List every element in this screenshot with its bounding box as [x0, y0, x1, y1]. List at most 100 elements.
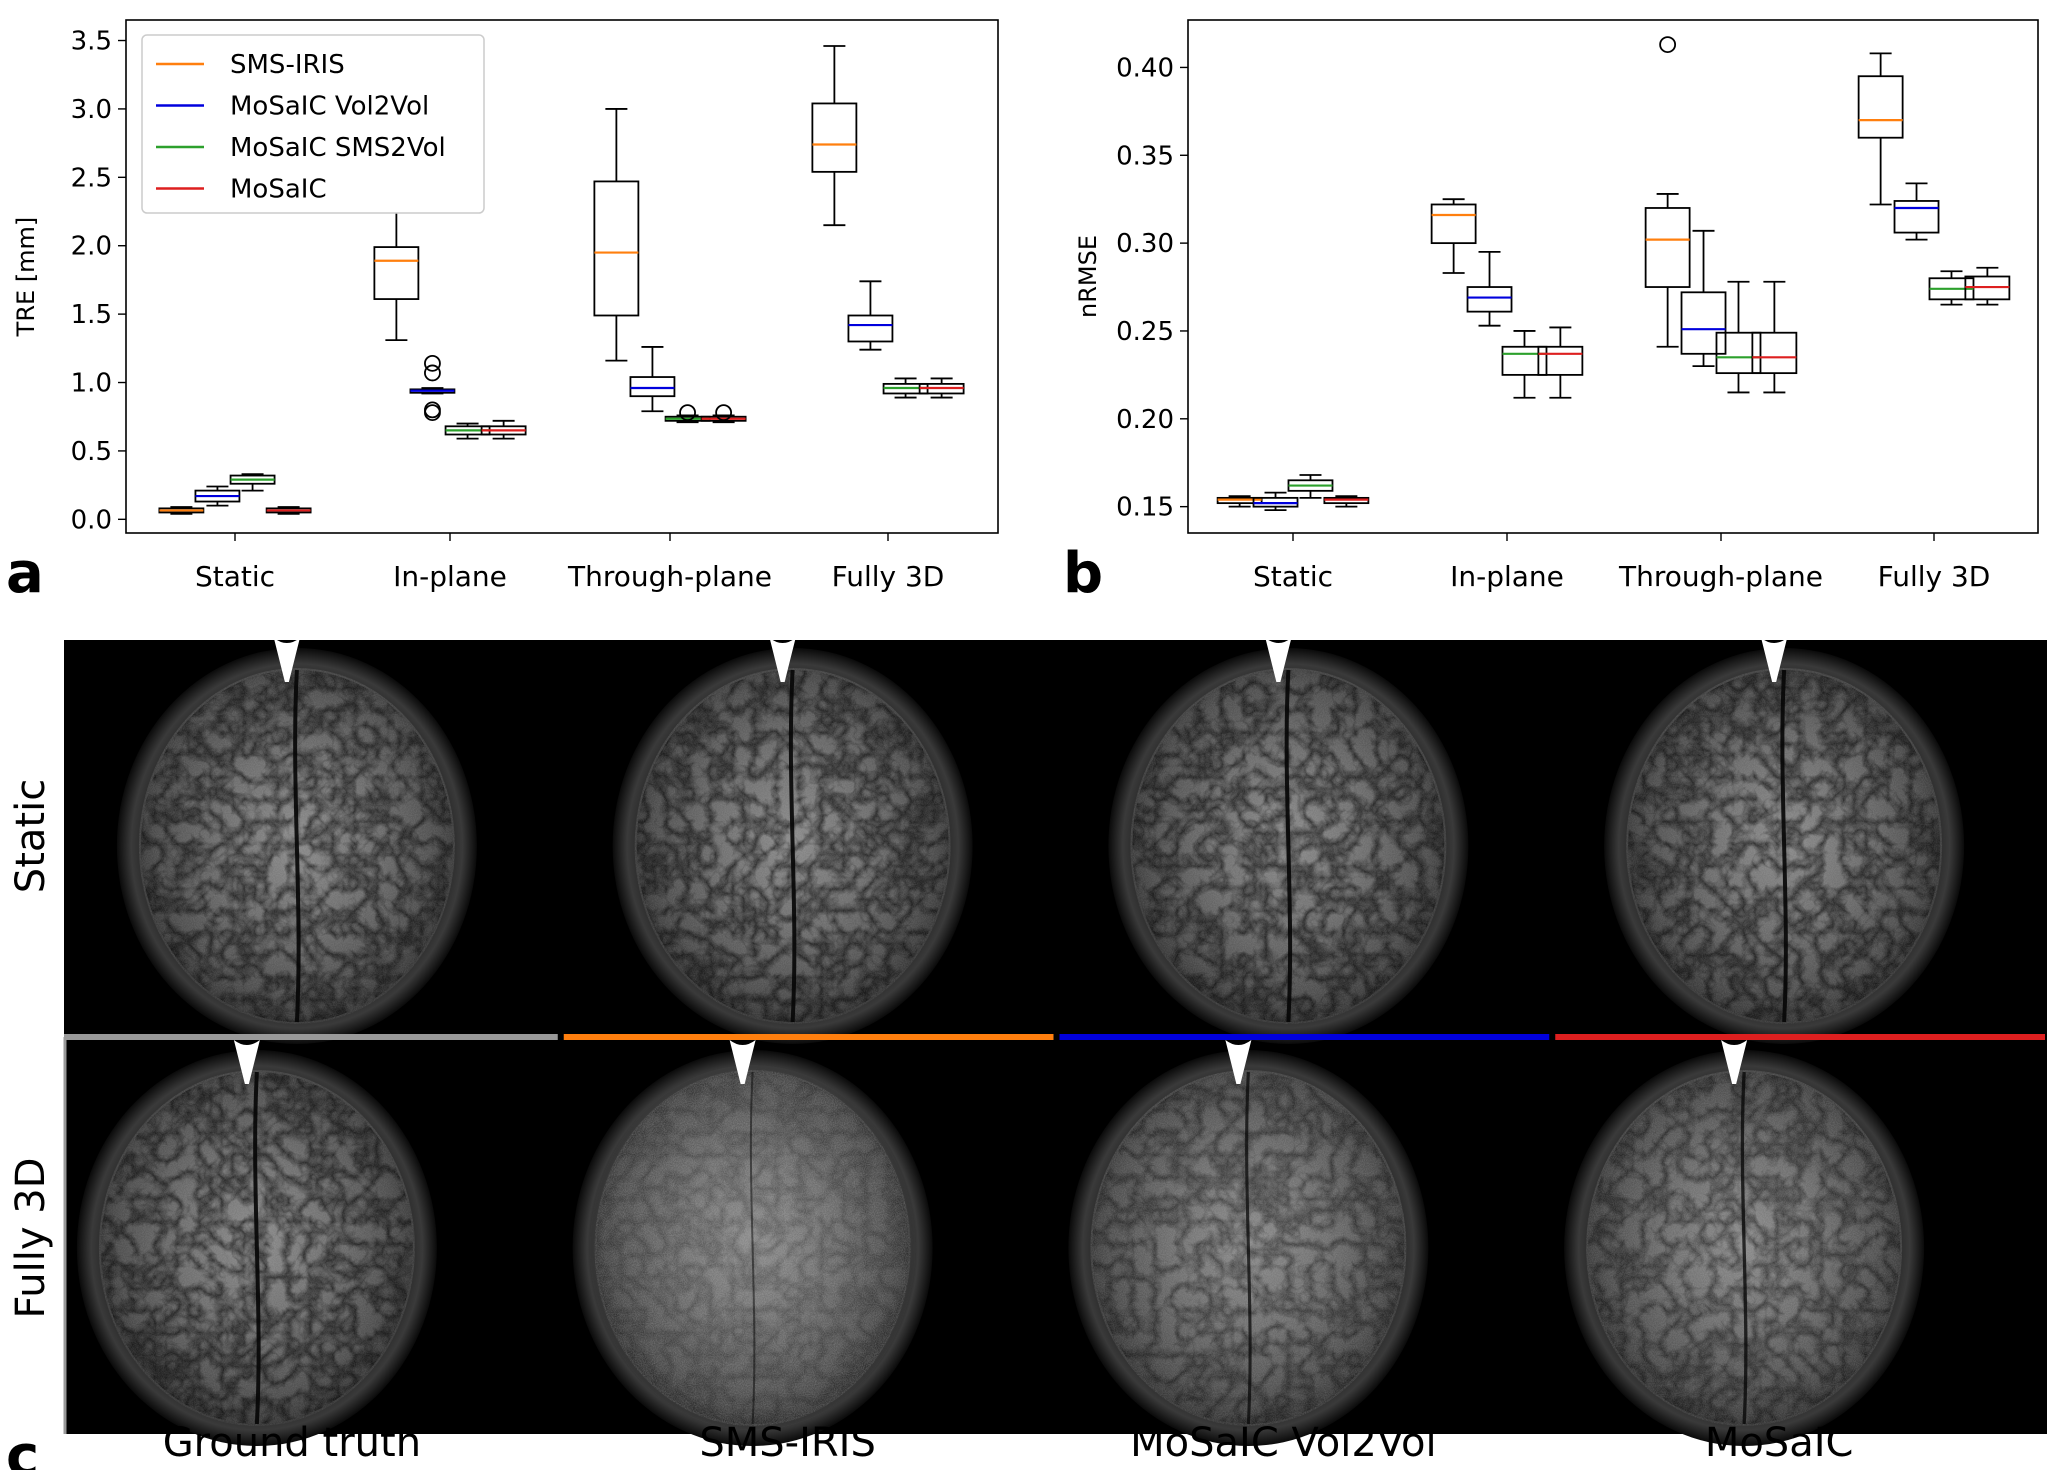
legend-entry: MoSaIC: [230, 175, 327, 205]
skull-outline: [1068, 1050, 1429, 1446]
box-mosaic-vol2vol-2: [629, 346, 676, 413]
x-tick-label: Through-plane: [1618, 560, 1823, 593]
box-iqr: [1715, 331, 1762, 375]
x-tick-label: In-plane: [393, 560, 507, 593]
y-tick-label: 0.0: [71, 505, 112, 535]
mri-slice: [1108, 638, 1469, 1044]
outlier-point: [715, 404, 733, 422]
skull-outline: [1564, 1050, 1925, 1446]
skull-outline: [116, 648, 477, 1044]
box-iqr: [373, 246, 420, 300]
legend: SMS-IRIS MoSaIC Vol2Vol MoSaIC SMS2Vol MoSa…: [141, 34, 485, 214]
box-sms-iris-3: [1857, 52, 1904, 206]
skull-outline: [76, 1050, 437, 1446]
midline-fissure: [1780, 669, 1788, 1023]
image-grid-background: [64, 640, 2047, 1434]
box-mosaic-vol2vol-0: [1252, 491, 1299, 512]
legend-frame: [141, 34, 485, 214]
skull-outline: [1604, 648, 1965, 1044]
arrowhead-marker: [1721, 1040, 1748, 1084]
mri-slice: [612, 638, 973, 1044]
y-tick-label: 1.5: [71, 300, 112, 330]
box-iqr: [1501, 345, 1548, 376]
mri-slice: [572, 1040, 933, 1446]
column-label: Ground truth: [163, 1420, 421, 1466]
y-tick-label: 0.20: [1116, 405, 1174, 435]
box-mosaic-sms2vol-0: [1287, 474, 1334, 499]
box-iqr: [629, 376, 676, 398]
midline-fissure: [1284, 669, 1293, 1023]
mri-slice: [116, 638, 477, 1044]
box-mosaic-3: [918, 377, 965, 399]
column-label: SMS-IRIS: [699, 1420, 876, 1466]
x-tick-label: Static: [1253, 560, 1333, 593]
image-noise: [594, 1070, 911, 1426]
mri-slice: [1604, 638, 1965, 1044]
outlier-point: [679, 404, 696, 422]
image-noise: [138, 668, 455, 1024]
chart-b: 0.15 0.20 0.25 0.30 0.35 0.40 nRMSE Static In-pl…: [1063, 19, 2039, 606]
brain-tissue: [1626, 668, 1943, 1024]
panel-label-b: b: [1063, 541, 1103, 606]
arrowhead-marker: [1225, 1040, 1252, 1084]
image-noise: [1130, 668, 1447, 1024]
brain-tissue: [1130, 668, 1447, 1024]
mri-slice: [76, 1040, 437, 1446]
box-iqr: [1893, 200, 1940, 234]
box-iqr: [1857, 75, 1904, 139]
box-iqr: [593, 180, 640, 317]
box-mosaic-1: [480, 419, 527, 440]
brain-tissue: [98, 1070, 415, 1426]
column-label: MoSaIC: [1705, 1420, 1854, 1466]
gyri-texture: [140, 670, 453, 1022]
box-mosaic-1: [1537, 326, 1584, 399]
row-label: Fully 3D: [8, 1157, 54, 1318]
outlier-point: [424, 401, 441, 419]
mri-slice: [1068, 1040, 1429, 1446]
box-mosaic-vol2vol-0: [194, 485, 241, 507]
box-mosaic-sms2vol-2: [1715, 280, 1762, 394]
panel-label-c: c: [6, 1424, 39, 1470]
box-iqr: [811, 102, 858, 173]
box-mosaic-vol2vol-3: [1893, 182, 1940, 241]
box-mosaic-vol2vol-2: [1680, 229, 1727, 367]
box-mosaic-3: [1964, 266, 2011, 306]
box-iqr: [1644, 207, 1691, 288]
box-mosaic-2: [1751, 280, 1798, 394]
box-sms-iris-0: [158, 506, 205, 515]
column-label: MoSaIC Vol2Vol: [1130, 1420, 1436, 1466]
chart-a: 0.0 0.5 1.0 1.5 2.0 2.5 3.0 3.5 TRE [mm] Static In…: [6, 19, 999, 606]
midline-fissure: [253, 1071, 261, 1425]
box-mosaic-sms2vol-0: [229, 473, 276, 492]
y-tick-label: 2.5: [71, 163, 112, 193]
y-tick-label: 3.0: [71, 95, 112, 125]
arrowhead-marker: [233, 1040, 260, 1084]
y-axis-label: TRE [mm]: [12, 217, 40, 338]
arrowhead-marker: [729, 1040, 756, 1084]
brain-tissue: [594, 1070, 911, 1426]
arrowhead-marker: [1761, 638, 1788, 682]
y-tick-label: 1.0: [71, 369, 112, 399]
arrowhead-marker: [273, 638, 300, 682]
box-sms-iris-2: [1644, 36, 1691, 348]
midline-fissure: [788, 669, 797, 1023]
midline-fissure: [749, 1071, 756, 1425]
image-noise: [98, 1070, 415, 1426]
box-sms-iris-1: [1430, 198, 1477, 274]
panel-label-a: a: [6, 541, 44, 606]
mri-slice: [1564, 1040, 1925, 1446]
y-axis-label: nRMSE: [1074, 235, 1102, 318]
gyri-texture: [636, 670, 949, 1022]
brain-tissue: [1586, 1070, 1903, 1426]
box-iqr: [1751, 331, 1798, 375]
box-mosaic-0: [1323, 495, 1370, 508]
box-mosaic-2: [700, 404, 747, 424]
arrowhead-marker: [1265, 638, 1292, 682]
gyri-texture: [100, 1072, 413, 1424]
y-tick-label: 0.30: [1116, 229, 1174, 259]
box-mosaic-vol2vol-3: [847, 280, 894, 351]
midline-fissure: [293, 669, 301, 1023]
box-mosaic-vol2vol-1: [409, 354, 456, 422]
y-tick-label: 2.0: [71, 232, 112, 262]
y-tick-label: 3.5: [71, 27, 112, 57]
